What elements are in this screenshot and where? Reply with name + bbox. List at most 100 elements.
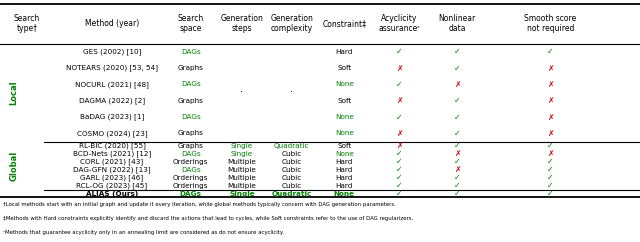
Text: ✗: ✗ <box>396 129 403 138</box>
Text: ✓: ✓ <box>454 173 460 182</box>
Text: Local: Local <box>10 80 19 105</box>
Text: RCL-OG (2023) [45]: RCL-OG (2023) [45] <box>76 182 148 189</box>
Text: ✓: ✓ <box>454 47 460 56</box>
Text: Graphs: Graphs <box>178 98 204 104</box>
Text: ✗: ✗ <box>454 80 460 89</box>
Text: None: None <box>335 81 354 87</box>
Text: Generation
steps: Generation steps <box>221 14 263 33</box>
Text: ✗: ✗ <box>547 80 554 89</box>
Text: Acyclicity
assuranceᶜ: Acyclicity assuranceᶜ <box>378 14 420 33</box>
Text: †Local methods start with an initial graph and update it every iteration, while : †Local methods start with an initial gra… <box>3 202 396 207</box>
Text: Multiple: Multiple <box>227 183 257 189</box>
Text: Search
space: Search space <box>177 14 204 33</box>
Text: ✓: ✓ <box>454 113 460 121</box>
Text: NOTEARS (2020) [53, 54]: NOTEARS (2020) [53, 54] <box>66 65 158 71</box>
Text: Hard: Hard <box>335 167 353 173</box>
Text: Orderings: Orderings <box>173 159 209 165</box>
Text: RL-BIC (2020) [55]: RL-BIC (2020) [55] <box>79 142 145 149</box>
Text: Soft: Soft <box>337 65 351 71</box>
Text: Hard: Hard <box>335 175 353 181</box>
Text: Graphs: Graphs <box>178 130 204 136</box>
Text: ✓: ✓ <box>547 157 554 166</box>
Text: ✗: ✗ <box>547 96 554 105</box>
Text: ALIAS (Ours): ALIAS (Ours) <box>86 191 138 197</box>
Text: Multiple: Multiple <box>227 159 257 165</box>
Text: ✓: ✓ <box>547 165 554 174</box>
Text: ✓: ✓ <box>547 189 554 198</box>
Text: Orderings: Orderings <box>173 175 209 181</box>
Text: DAGs: DAGs <box>181 151 200 157</box>
Text: ✓: ✓ <box>547 141 554 150</box>
Text: DAG-GFN (2022) [13]: DAG-GFN (2022) [13] <box>73 166 151 173</box>
Text: ✗: ✗ <box>396 141 403 150</box>
Text: Cubic: Cubic <box>282 159 302 165</box>
Text: Hard: Hard <box>335 183 353 189</box>
Text: ✓: ✓ <box>396 189 403 198</box>
Text: ✗: ✗ <box>547 129 554 138</box>
Text: ✓: ✓ <box>396 80 403 89</box>
Text: Single: Single <box>231 143 253 149</box>
Text: Soft: Soft <box>337 143 351 149</box>
Text: Cubic: Cubic <box>282 167 302 173</box>
Text: None: None <box>335 114 354 120</box>
Text: BCD-Nets (2021) [12]: BCD-Nets (2021) [12] <box>73 150 151 157</box>
Text: ✗: ✗ <box>396 96 403 105</box>
Text: ✓: ✓ <box>396 157 403 166</box>
Text: ✓: ✓ <box>454 96 460 105</box>
Text: ✓: ✓ <box>547 47 554 56</box>
Text: ✗: ✗ <box>396 64 403 73</box>
Text: ✓: ✓ <box>547 182 554 190</box>
Text: ✓: ✓ <box>396 165 403 174</box>
Text: ✓: ✓ <box>454 64 460 73</box>
Text: Search
type†: Search type† <box>13 14 40 33</box>
Text: GES (2002) [10]: GES (2002) [10] <box>83 48 141 55</box>
Text: ✓: ✓ <box>396 47 403 56</box>
Text: ✓: ✓ <box>396 173 403 182</box>
Text: ‡Methods with Hard constraints explicitly identify and discard the actions that : ‡Methods with Hard constraints explicitl… <box>3 216 413 221</box>
Text: DAGs: DAGs <box>181 114 200 120</box>
Text: ✓: ✓ <box>454 157 460 166</box>
Text: ✓: ✓ <box>454 182 460 190</box>
Text: None: None <box>335 130 354 136</box>
Text: ✓: ✓ <box>454 129 460 138</box>
Text: ✗: ✗ <box>547 149 554 158</box>
Text: Cubic: Cubic <box>282 175 302 181</box>
Text: Single: Single <box>231 151 253 157</box>
Text: ·: · <box>291 88 293 98</box>
Text: Graphs: Graphs <box>178 143 204 149</box>
Text: Global: Global <box>10 151 19 181</box>
Text: None: None <box>335 151 354 157</box>
Text: Generation
complexity: Generation complexity <box>271 14 313 33</box>
Text: Cubic: Cubic <box>282 151 302 157</box>
Text: GARL (2023) [46]: GARL (2023) [46] <box>81 174 143 181</box>
Text: Quadratic: Quadratic <box>274 143 310 149</box>
Text: ✓: ✓ <box>396 149 403 158</box>
Text: ✗: ✗ <box>454 149 460 158</box>
Text: Orderings: Orderings <box>173 183 209 189</box>
Text: ✓: ✓ <box>454 141 460 150</box>
Text: ✗: ✗ <box>547 64 554 73</box>
Text: Graphs: Graphs <box>178 65 204 71</box>
Text: DAGs: DAGs <box>180 191 202 197</box>
Text: DAGMA (2022) [2]: DAGMA (2022) [2] <box>79 97 145 104</box>
Text: Multiple: Multiple <box>227 167 257 173</box>
Text: NOCURL (2021) [48]: NOCURL (2021) [48] <box>75 81 149 88</box>
Text: ✓: ✓ <box>547 173 554 182</box>
Text: ✓: ✓ <box>396 113 403 121</box>
Text: ✗: ✗ <box>454 165 460 174</box>
Text: Soft: Soft <box>337 98 351 104</box>
Text: Constraint‡: Constraint‡ <box>323 19 366 28</box>
Text: DAGs: DAGs <box>181 167 200 173</box>
Text: ✓: ✓ <box>454 189 460 198</box>
Text: DAGs: DAGs <box>181 81 200 87</box>
Text: Nonlinear
data: Nonlinear data <box>438 14 476 33</box>
Text: Quadratic: Quadratic <box>272 191 312 197</box>
Text: ✓: ✓ <box>396 182 403 190</box>
Text: Hard: Hard <box>335 49 353 55</box>
Text: DAGs: DAGs <box>181 49 200 55</box>
Text: BaDAG (2023) [1]: BaDAG (2023) [1] <box>80 114 144 121</box>
Text: Single: Single <box>229 191 255 197</box>
Text: Multiple: Multiple <box>227 175 257 181</box>
Text: Method (year): Method (year) <box>85 19 139 28</box>
Text: CORL (2021) [43]: CORL (2021) [43] <box>81 158 143 165</box>
